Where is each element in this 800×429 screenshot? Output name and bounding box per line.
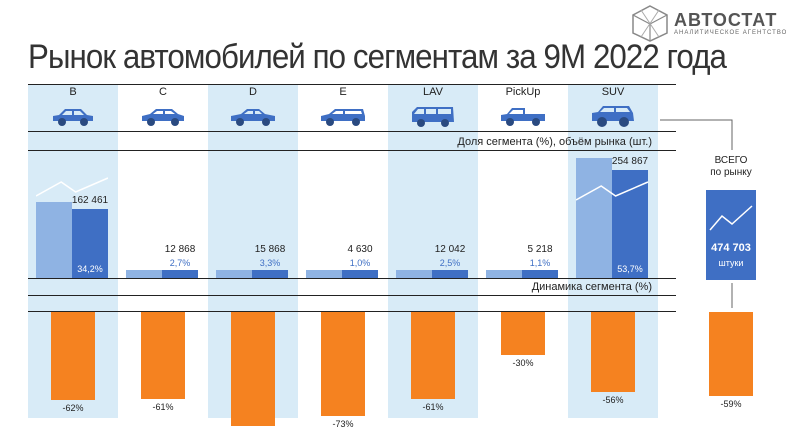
volume-bar-b: [72, 209, 108, 278]
hatchback-car-icon: [53, 109, 93, 126]
volume-bar-e: [342, 270, 378, 278]
share-label-suv: 53,7%: [617, 264, 643, 274]
dynamics-label-total: -59%: [720, 399, 742, 410]
total-caption-line2: по рынку: [710, 167, 752, 178]
dynamics-label-suv: -56%: [602, 394, 624, 405]
estate-car-icon: [321, 109, 365, 126]
trend-zigzag-icon: [709, 205, 753, 231]
segment-label-pickup: PickUp: [505, 86, 541, 98]
dynamics-bar-pickup: [501, 312, 545, 355]
van-icon: [412, 107, 454, 127]
share-bar-c: [126, 270, 162, 278]
dynamics-bar-total: [709, 312, 753, 397]
segment-label-e: E: [339, 86, 347, 98]
total-caption-line1: ВСЕГО: [714, 155, 748, 166]
header-bottom-line: [28, 131, 676, 132]
chart-title: Рынок автомобилей по сегментам за 9М 202…: [28, 38, 727, 76]
dynamics-bar-c: [141, 312, 185, 399]
dynamics-baseline: [28, 311, 676, 312]
header-top-line: [28, 84, 676, 85]
dynamics-bar-e: [321, 312, 365, 416]
share-bar-b: [36, 201, 72, 278]
logo-hexagon-icon: [632, 5, 668, 42]
dynamics-bar-b: [51, 312, 95, 401]
volume-label-e: 4 630: [347, 244, 373, 255]
share-bar-d: [216, 270, 252, 278]
share-label-d: 3,3%: [259, 258, 281, 268]
total-volume-unit: штуки: [718, 258, 744, 268]
share-baseline: [28, 278, 676, 279]
dynamics-label-pickup: -30%: [512, 357, 534, 368]
share-label-c: 2,7%: [169, 258, 191, 268]
dynamics-bar-lav: [411, 312, 455, 399]
suv-icon: [592, 106, 634, 127]
dynamics-band-line: [28, 295, 676, 296]
total-connector-line: [660, 119, 733, 308]
trend-zigzag-icon: [36, 177, 108, 197]
volume-label-pickup: 5 218: [527, 244, 553, 255]
dynamics-band-label: Динамика сегмента (%): [531, 281, 652, 293]
volume-bar-suv: [612, 170, 648, 278]
logo-name: АВТОСТАТ: [674, 10, 778, 30]
dynamics-label-e: -73%: [332, 419, 354, 429]
dynamics-bar-d: [231, 312, 275, 426]
volume-label-b: 162 461: [71, 195, 109, 207]
dynamics-label-b: -62%: [62, 403, 84, 414]
volume-label-lav: 12 042: [434, 244, 466, 255]
share-label-lav: 2,5%: [439, 258, 461, 268]
share-bar-e: [306, 270, 342, 278]
share-bar-suv: [576, 158, 612, 278]
volume-bar-lav: [432, 270, 468, 278]
segment-label-c: C: [159, 86, 167, 98]
volume-bar-pickup: [522, 270, 558, 278]
total-caption: ВСЕГО по рынку: [696, 155, 766, 179]
volume-bar-c: [162, 270, 198, 278]
segment-label-d: D: [249, 86, 257, 98]
total-volume-box: [706, 190, 756, 280]
share-band-line: [28, 150, 676, 151]
logo-subtitle: АНАЛИТИЧЕСКОЕ АГЕНТСТВО: [674, 30, 788, 36]
share-bar-pickup: [486, 270, 522, 278]
pickup-truck-icon: [501, 108, 545, 126]
trend-zigzag-icon: [576, 181, 648, 201]
share-label-pickup: 1,1%: [529, 258, 551, 268]
share-label-b: 34,2%: [77, 264, 103, 274]
share-bar-lav: [396, 270, 432, 278]
autostat-logo: АВТОСТАТ АНАЛИТИЧЕСКОЕ АГЕНТСТВО: [630, 4, 800, 42]
segment-label-b: B: [69, 86, 77, 98]
volume-label-c: 12 868: [164, 244, 196, 255]
volume-bar-d: [252, 270, 288, 278]
total-volume-value: 474 703: [711, 242, 751, 254]
segment-label-lav: LAV: [423, 86, 443, 98]
share-volume-band-label: Доля сегмента (%), объём рынка (шт.): [457, 136, 652, 148]
volume-label-d: 15 868: [254, 244, 286, 255]
dynamics-label-lav: -61%: [422, 401, 444, 412]
compact-car-icon: [142, 109, 184, 126]
share-label-e: 1,0%: [349, 258, 371, 268]
dynamics-label-c: -61%: [152, 401, 174, 412]
volume-label-suv: 254 867: [611, 156, 649, 167]
sedan-car-icon: [231, 109, 275, 126]
dynamics-bar-suv: [591, 312, 635, 392]
segment-label-suv: SUV: [601, 86, 625, 98]
